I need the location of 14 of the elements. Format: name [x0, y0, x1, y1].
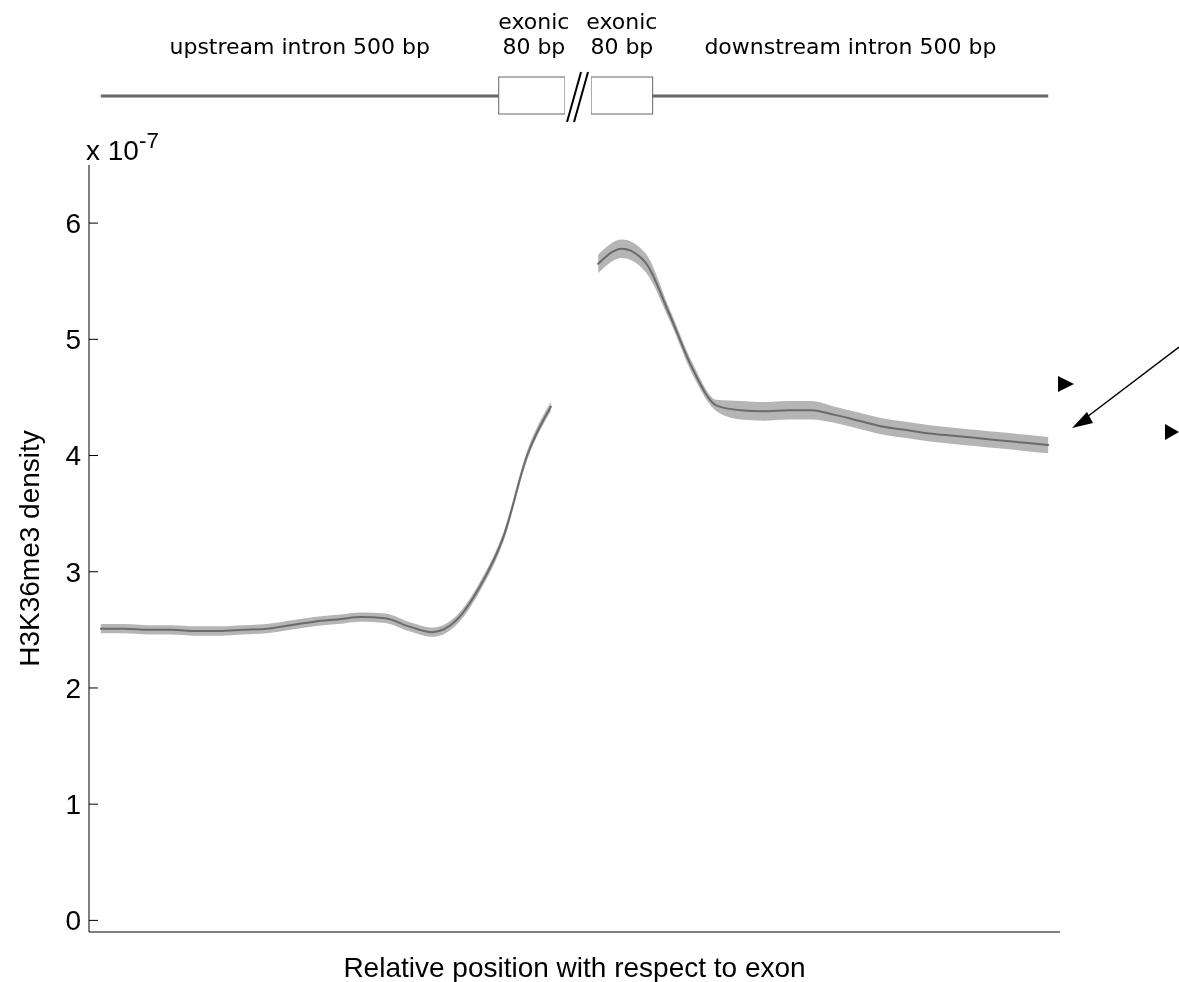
y-tick-label: 5 [65, 324, 81, 356]
text: upstream intron 500 bp [169, 34, 431, 59]
x-axis-title: Relative position with respect to exon [343, 952, 806, 982]
y-tick-label: 0 [65, 905, 81, 937]
y-tick-label: 4 [65, 440, 81, 472]
text: downstream intron 500 bp [704, 34, 997, 59]
y-tick-label: 2 [65, 672, 81, 704]
text: exonic 80 bp [586, 9, 658, 59]
y-tick-label: 3 [65, 556, 81, 588]
y-tick-label: 1 [65, 788, 81, 820]
y-axis-title: H3K36me3 density [14, 430, 45, 667]
annotation: x 10$^{-7}$ [86, 127, 159, 166]
y-tick-label: 6 [65, 207, 81, 239]
text: exonic 80 bp [498, 9, 570, 59]
